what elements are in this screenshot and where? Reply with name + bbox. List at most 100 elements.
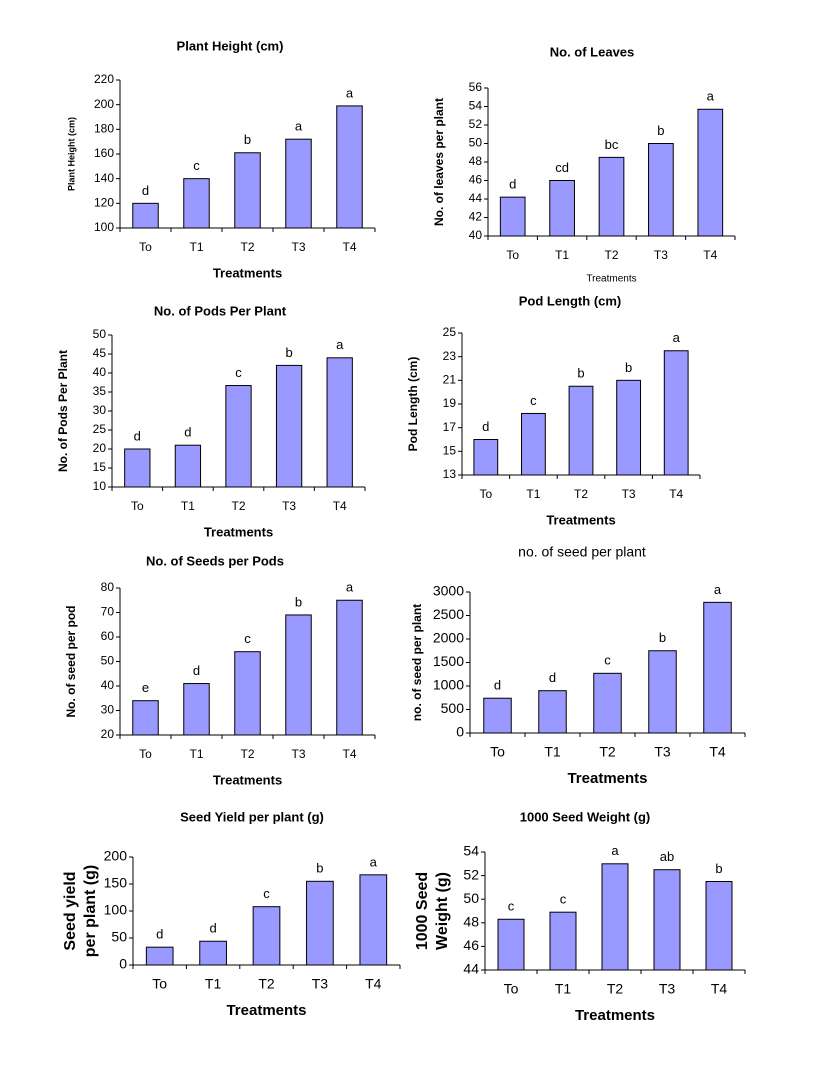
- significance-letter: c: [263, 886, 270, 901]
- x-axis-label: Treatments: [213, 772, 282, 787]
- significance-letter: e: [142, 680, 149, 695]
- y-axis-label: per plant (g): [82, 865, 99, 957]
- x-tick-label: T2: [604, 248, 618, 262]
- significance-letter: ab: [660, 849, 674, 864]
- x-tick-label: T3: [654, 744, 671, 760]
- y-tick-label: 150: [104, 875, 128, 891]
- y-tick-label: 0: [119, 956, 127, 972]
- y-tick-label: 23: [443, 349, 457, 363]
- y-tick-label: 3000: [433, 583, 464, 599]
- significance-letter: b: [577, 366, 584, 381]
- y-axis-label: Seed yield: [62, 871, 79, 950]
- y-tick-label: 50: [101, 654, 115, 668]
- bar: [336, 105, 363, 229]
- x-tick-label: T1: [544, 744, 561, 760]
- y-tick-label: 25: [443, 325, 457, 339]
- chart-panel: Plant Height (cm) 100 120 140 160 180 200 220 To…: [66, 38, 376, 280]
- significance-letter: d: [549, 670, 556, 685]
- chart-panel: 1000 Seed Weight (g) 44 46 48 50 52 54 To T1 T2 T3…: [414, 809, 746, 1024]
- significance-letter: c: [193, 158, 200, 173]
- y-tick-label: 50: [469, 136, 483, 150]
- significance-letter: c: [235, 365, 242, 380]
- bar: [648, 143, 674, 237]
- bar: [473, 439, 499, 476]
- bar: [663, 350, 689, 476]
- bar: [653, 869, 681, 971]
- bar: [521, 412, 546, 476]
- significance-letter: bc: [605, 137, 619, 152]
- x-tick-label: T2: [231, 499, 245, 513]
- y-axis-label: Weight (g): [434, 872, 451, 950]
- x-tick-label: T1: [181, 499, 195, 513]
- bar: [549, 180, 575, 237]
- chart-title: Seed Yield per plant (g): [180, 809, 324, 824]
- significance-letter: c: [244, 631, 251, 646]
- bar: [199, 940, 227, 966]
- bar: [336, 599, 363, 736]
- bar: [497, 918, 525, 971]
- chart-title: Plant Height (cm): [177, 38, 284, 53]
- bar: [705, 881, 733, 971]
- y-axis-label: No. of leaves per plant: [432, 98, 446, 226]
- bar: [234, 651, 261, 736]
- significance-letter: d: [209, 921, 216, 936]
- y-tick-label: 200: [104, 848, 128, 864]
- significance-letter: b: [625, 360, 632, 375]
- x-axis-label: Treatments: [575, 1007, 655, 1024]
- y-tick-label: 44: [469, 191, 483, 205]
- x-axis-label: Treatments: [213, 265, 282, 280]
- chart-title: No. of Seeds per Pods: [146, 553, 284, 568]
- bar: [285, 614, 312, 736]
- x-tick-label: To: [139, 240, 152, 254]
- x-tick-label: To: [139, 747, 152, 761]
- y-tick-label: 15: [443, 444, 457, 458]
- x-tick-label: T2: [240, 747, 254, 761]
- bar: [183, 683, 210, 736]
- bar: [483, 697, 512, 734]
- bar: [174, 444, 202, 488]
- bar: [568, 385, 594, 476]
- x-tick-label: T3: [312, 976, 329, 992]
- y-tick-label: 17: [443, 420, 457, 434]
- y-tick-label: 48: [469, 154, 483, 168]
- significance-letter: c: [530, 393, 537, 408]
- x-tick-label: To: [506, 248, 519, 262]
- bar: [124, 448, 151, 488]
- y-tick-label: 35: [93, 384, 107, 398]
- significance-letter: d: [134, 428, 141, 443]
- y-tick-label: 160: [94, 146, 114, 160]
- bar: [275, 364, 303, 488]
- x-tick-label: T4: [711, 981, 728, 997]
- bar: [593, 672, 622, 734]
- y-tick-label: 2000: [433, 630, 464, 646]
- bar: [132, 202, 159, 229]
- x-tick-label: To: [479, 487, 492, 501]
- significance-letter: a: [346, 85, 354, 100]
- x-tick-label: T1: [189, 240, 203, 254]
- x-axis-label: Treatments: [226, 1002, 306, 1019]
- chart-title: No. of Leaves: [550, 44, 635, 59]
- y-axis-label: no. of seed per plant: [410, 604, 424, 721]
- x-tick-label: T3: [291, 747, 305, 761]
- y-axis-label: Pod Length (cm): [406, 357, 420, 452]
- y-axis-label: No. of Pods Per Plant: [56, 350, 70, 472]
- x-tick-label: T1: [555, 981, 572, 997]
- y-tick-label: 40: [93, 365, 107, 379]
- significance-letter: d: [193, 663, 200, 678]
- significance-letter: a: [673, 330, 681, 345]
- bar: [598, 156, 625, 237]
- y-tick-label: 21: [443, 373, 457, 387]
- y-tick-label: 70: [101, 605, 115, 619]
- significance-letter: c: [604, 653, 611, 668]
- x-tick-label: T4: [342, 747, 356, 761]
- bar: [252, 906, 281, 966]
- bar: [132, 700, 159, 736]
- y-tick-label: 15: [93, 460, 107, 474]
- y-tick-label: 50: [93, 327, 107, 341]
- significance-letter: d: [184, 425, 191, 440]
- y-tick-label: 50: [463, 890, 479, 906]
- significance-letter: b: [657, 123, 664, 138]
- x-tick-label: T4: [669, 487, 683, 501]
- x-tick-label: T1: [555, 248, 569, 262]
